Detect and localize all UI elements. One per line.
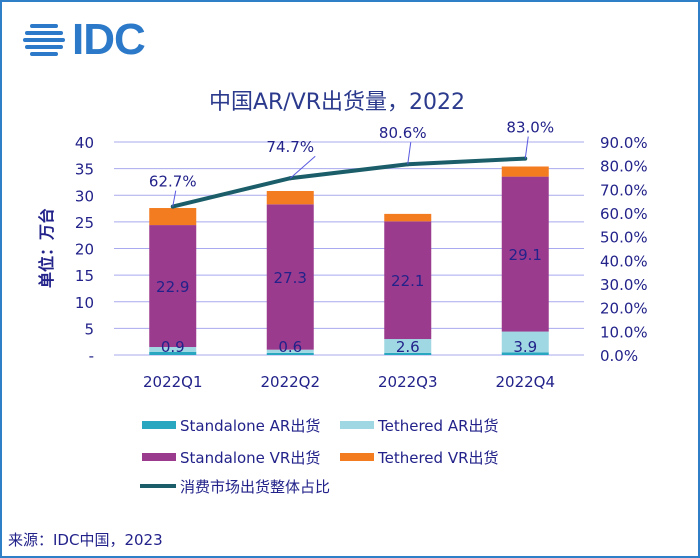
data-label: 0.9 xyxy=(161,338,185,356)
x-tick-label: 2022Q2 xyxy=(260,373,320,391)
bar-tethered-ar xyxy=(266,349,314,353)
data-label: 29.1 xyxy=(509,246,542,264)
data-label: 3.9 xyxy=(513,338,537,356)
y-tick-label: 30 xyxy=(75,187,94,205)
share-label: 83.0% xyxy=(506,119,554,137)
x-tick-label: 2022Q3 xyxy=(378,373,438,391)
share-label: 80.6% xyxy=(379,124,427,142)
legend-swatch xyxy=(340,421,374,429)
share-label: 62.7% xyxy=(149,173,197,191)
legend-item: Tethered VR出货 xyxy=(340,449,499,467)
y-tick-label: 25 xyxy=(75,214,94,232)
bar-standalone-ar xyxy=(384,352,432,355)
legend-label: Standalone AR出货 xyxy=(180,417,320,435)
bar-standalone-vr xyxy=(384,221,432,340)
data-label: 22.9 xyxy=(156,278,189,296)
legend-label: Standalone VR出货 xyxy=(180,449,320,467)
label-leader xyxy=(172,190,177,207)
y2-tick-label: 50.0% xyxy=(600,229,648,247)
bar-standalone-vr xyxy=(266,204,314,350)
globe-icon xyxy=(23,24,65,56)
bar-tethered-vr xyxy=(266,190,314,205)
y2-tick-label: 60.0% xyxy=(600,205,648,223)
y-axis-label: 单位：万台 xyxy=(37,208,56,288)
data-label: 22.1 xyxy=(391,272,424,290)
bar-tethered-ar xyxy=(501,331,549,353)
source-note: 来源：IDC中国，2023 xyxy=(8,531,163,549)
x-tick-label: 2022Q4 xyxy=(495,373,555,391)
label-leader xyxy=(524,136,529,159)
y2-tick-label: 20.0% xyxy=(600,300,648,318)
bar-tethered-ar xyxy=(384,339,432,353)
bar-tethered-ar xyxy=(149,347,197,352)
x-tick-label: 2022Q1 xyxy=(143,373,203,391)
legend-label: 消费市场出货整体占比 xyxy=(180,478,330,496)
data-label: 2.6 xyxy=(396,338,420,356)
y-tick-label: 5 xyxy=(84,320,94,338)
bar-standalone-vr xyxy=(149,225,197,348)
idc-logo: IDC xyxy=(22,15,146,64)
share-line xyxy=(172,156,526,209)
y-tick-label: 35 xyxy=(75,161,94,179)
y2-tick-label: 70.0% xyxy=(600,181,648,199)
data-label: 0.6 xyxy=(278,338,302,356)
bar-standalone-ar xyxy=(149,351,197,355)
y-tick-label: 40 xyxy=(75,134,94,152)
legend-label: Tethered VR出货 xyxy=(377,449,499,467)
y2-tick-label: 80.0% xyxy=(600,158,648,176)
legend-swatch xyxy=(142,453,176,461)
y-tick-label: 10 xyxy=(75,294,94,312)
y-tick-label: - xyxy=(89,347,94,365)
y-tick-label: 20 xyxy=(75,241,94,259)
legend-swatch xyxy=(142,421,176,429)
logo-text: IDC xyxy=(72,15,146,64)
label-leader xyxy=(407,142,412,165)
legend-item: Standalone VR出货 xyxy=(142,449,320,467)
y2-tick-label: 40.0% xyxy=(600,252,648,270)
label-leader xyxy=(289,155,316,179)
bar-standalone-ar xyxy=(266,352,314,355)
legend-item: Tethered AR出货 xyxy=(340,417,499,435)
bar-standalone-vr xyxy=(501,176,549,332)
y-tick-label: 15 xyxy=(75,267,94,285)
bar-tethered-vr xyxy=(149,208,197,226)
data-label: 27.3 xyxy=(274,269,307,287)
share-label: 74.7% xyxy=(266,138,314,156)
legend-swatch xyxy=(340,453,374,461)
y2-tick-label: 10.0% xyxy=(600,323,648,341)
y2-tick-label: 30.0% xyxy=(600,276,648,294)
bar-tethered-vr xyxy=(384,213,432,222)
y2-tick-label: 0.0% xyxy=(600,347,638,365)
y2-tick-label: 90.0% xyxy=(600,134,648,152)
legend-item: Standalone AR出货 xyxy=(142,417,320,435)
chart-title: 中国AR/VR出货量，2022 xyxy=(209,90,465,115)
legend-label: Tethered AR出货 xyxy=(377,417,499,435)
chart: 中国AR/VR出货量，2022 单位：万台 - 5 10 15 20 25 30 35 40 0.… xyxy=(37,90,648,496)
bar-tethered-vr xyxy=(501,166,549,177)
bar-standalone-ar xyxy=(501,352,549,355)
legend-item: 消费市场出货整体占比 xyxy=(140,478,330,496)
